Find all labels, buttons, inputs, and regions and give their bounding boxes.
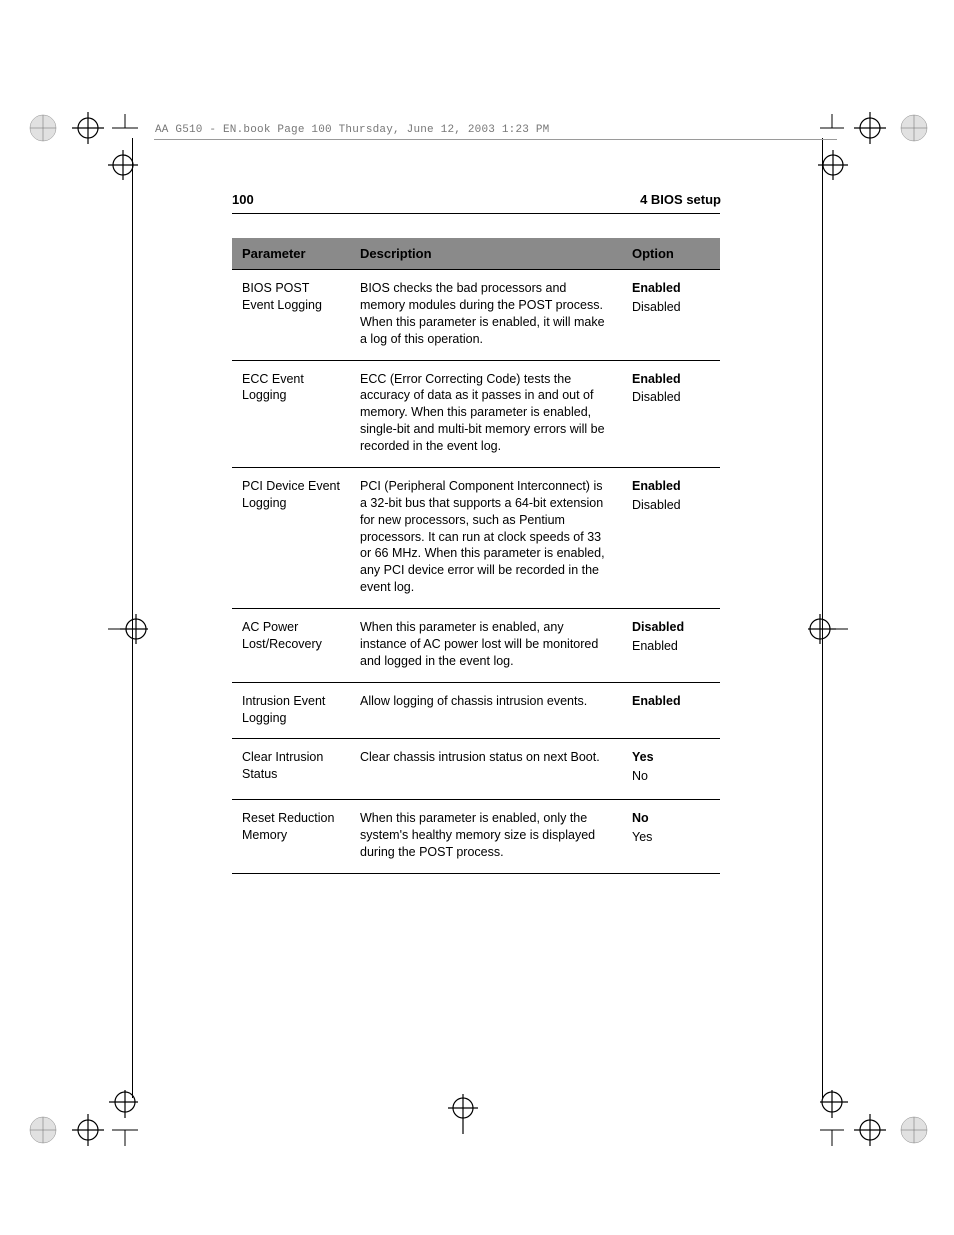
option-value: Yes [632,749,710,766]
page-number: 100 [232,192,254,207]
option-value: Disabled [632,619,710,636]
cell-parameter: AC Power Lost/Recovery [232,609,350,683]
header-rule [154,139,837,140]
option-value: Disabled [632,299,710,316]
cell-parameter: Clear Intrusion Status [232,739,350,800]
th-option: Option [622,238,720,270]
option-value: Enabled [632,371,710,388]
cell-option: Enabled Disabled [622,270,720,361]
cell-description: BIOS checks the bad processors and memor… [350,270,622,361]
regmark-mid-left [108,614,148,644]
cell-description: When this parameter is enabled, any inst… [350,609,622,683]
table-body: BIOS POST Event LoggingBIOS checks the b… [232,270,720,874]
cell-option: Enabled [622,682,720,739]
cell-description: Allow logging of chassis intrusion event… [350,682,622,739]
page: AA G510 - EN.book Page 100 Thursday, Jun… [0,0,954,1235]
cell-parameter: Intrusion Event Logging [232,682,350,739]
regmark-mid-right [808,614,848,644]
option-value: Enabled [632,638,710,655]
cell-option: No Yes [622,800,720,874]
cell-description: When this parameter is enabled, only the… [350,800,622,874]
cell-parameter: BIOS POST Event Logging [232,270,350,361]
bios-table: Parameter Description Option BIOS POST E… [232,238,720,874]
table-row: BIOS POST Event LoggingBIOS checks the b… [232,270,720,361]
regmark-bottom-center [448,1094,478,1134]
option-value: No [632,768,710,785]
option-value: Disabled [632,389,710,406]
cell-option: Enabled Disabled [622,467,720,608]
trimline-right [822,138,823,1098]
cropmark-bottom-left [28,1090,138,1150]
trimline-left [132,138,133,1098]
th-parameter: Parameter [232,238,350,270]
cell-parameter: Reset Reduction Memory [232,800,350,874]
cell-option: Yes No [622,739,720,800]
table-row: Clear Intrusion StatusClear chassis intr… [232,739,720,800]
table-row: ECC Event LoggingECC (Error Correcting C… [232,360,720,467]
cell-option: Disabled Enabled [622,609,720,683]
regmark-top-left [108,150,138,180]
cell-description: ECC (Error Correcting Code) tests the ac… [350,360,622,467]
cell-description: Clear chassis intrusion status on next B… [350,739,622,800]
book-header: AA G510 - EN.book Page 100 Thursday, Jun… [155,124,549,136]
cell-parameter: PCI Device Event Logging [232,467,350,608]
option-value: Yes [632,829,710,846]
option-value: Enabled [632,693,710,710]
th-description: Description [350,238,622,270]
table-row: AC Power Lost/RecoveryWhen this paramete… [232,609,720,683]
option-value: Enabled [632,478,710,495]
option-value: Enabled [632,280,710,297]
table-row: Intrusion Event LoggingAllow logging of … [232,682,720,739]
cropmark-bottom-right [820,1090,930,1150]
table-row: Reset Reduction MemoryWhen this paramete… [232,800,720,874]
table-row: PCI Device Event LoggingPCI (Peripheral … [232,467,720,608]
cropmark-top-left [28,108,138,148]
cropmark-top-right [820,108,930,148]
cell-option: EnabledDisabled [622,360,720,467]
cell-parameter: ECC Event Logging [232,360,350,467]
head-rule [232,213,720,214]
option-value: Disabled [632,497,710,514]
section-title: 4 BIOS setup [640,192,721,207]
cell-description: PCI (Peripheral Component Interconnect) … [350,467,622,608]
option-value: No [632,810,710,827]
table-header-row: Parameter Description Option [232,238,720,270]
